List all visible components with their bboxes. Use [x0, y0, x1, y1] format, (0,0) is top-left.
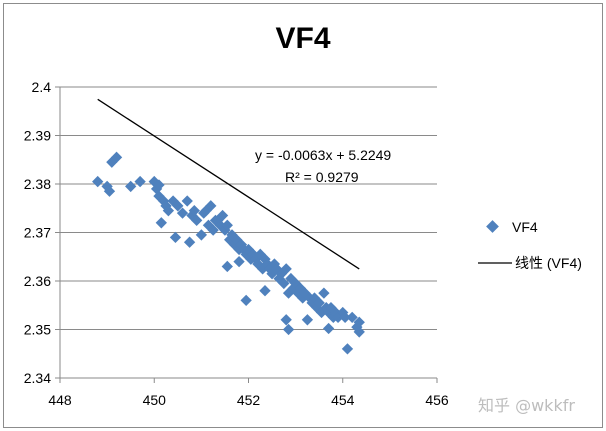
axes	[55, 86, 438, 383]
data-point	[259, 285, 271, 297]
data-point	[183, 236, 196, 248]
data-point	[169, 231, 182, 244]
data-point	[282, 323, 295, 336]
legend-marker-vf4	[486, 220, 499, 233]
data-point	[280, 263, 292, 275]
data-point	[280, 314, 292, 326]
data-point	[181, 195, 193, 207]
data-point	[216, 209, 229, 222]
watermark: 知乎 @wkkfr	[478, 396, 575, 415]
data-point	[313, 297, 325, 309]
x-tick-label: 450	[143, 392, 167, 408]
y-tick-label: 2.36	[24, 273, 51, 289]
chart-frame	[3, 3, 603, 428]
data-point	[301, 314, 314, 326]
data-point	[353, 316, 365, 328]
x-tick-label: 448	[48, 392, 72, 408]
grid-lines	[60, 86, 437, 330]
chart-title: VF4	[275, 22, 331, 55]
y-tick-label: 2.39	[24, 128, 51, 144]
data-point	[240, 294, 252, 307]
y-tick-label: 2.35	[24, 322, 51, 338]
data-point	[353, 326, 365, 338]
data-point	[278, 277, 290, 290]
data-point	[125, 180, 137, 193]
data-point	[195, 229, 208, 241]
data-point	[205, 200, 217, 212]
data-point	[188, 205, 200, 217]
legend: VF4 线性 (VF4)	[478, 219, 582, 271]
data-point	[134, 175, 146, 188]
data-point	[233, 255, 245, 268]
data-point	[162, 205, 175, 217]
x-tick-label: 454	[331, 392, 355, 408]
trendline	[97, 98, 360, 270]
x-tick-label: 456	[425, 392, 449, 408]
data-point	[341, 343, 354, 355]
x-tick-label: 452	[237, 392, 261, 408]
y-tick-label: 2.37	[24, 225, 51, 241]
data-points	[92, 151, 365, 355]
tick-labels: 2.34 2.35 2.36 2.37 2.38 2.39 2.4 448 450 452 454 4…	[24, 79, 449, 408]
legend-label-trendline: 线性 (VF4)	[515, 255, 582, 271]
data-point	[172, 200, 184, 212]
legend-label-vf4: VF4	[512, 219, 538, 235]
y-tick-label: 2.38	[24, 176, 51, 192]
data-point	[92, 175, 104, 188]
data-point	[322, 322, 335, 335]
data-point	[221, 260, 233, 273]
data-point	[191, 214, 203, 227]
data-point	[346, 311, 358, 324]
y-tick-label: 2.34	[24, 370, 51, 386]
data-point	[153, 179, 165, 191]
trendline-equation: y = -0.0063x + 5.2249	[255, 147, 391, 163]
data-point	[318, 287, 330, 299]
data-point	[339, 311, 351, 324]
data-point	[221, 219, 233, 231]
data-point	[155, 217, 167, 229]
data-point	[207, 224, 219, 236]
data-point	[176, 207, 189, 219]
trendline-r-squared: R² = 0.9279	[285, 169, 359, 185]
y-tick-label: 2.4	[32, 79, 52, 95]
